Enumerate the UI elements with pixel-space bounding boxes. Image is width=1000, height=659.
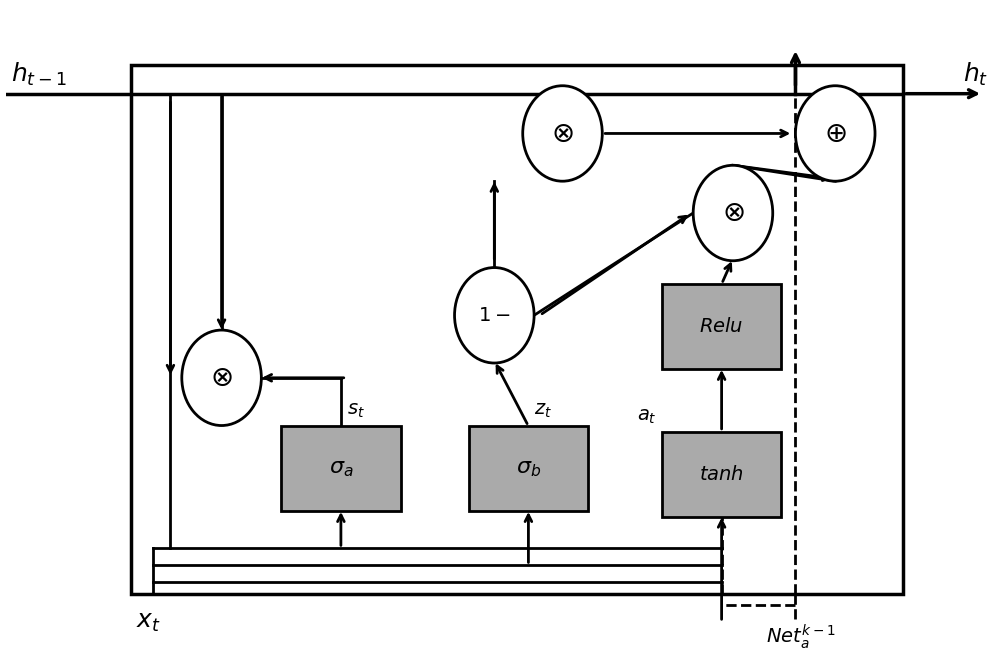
Text: $h_t$: $h_t$ [963, 61, 989, 88]
Text: $\otimes$: $\otimes$ [722, 199, 744, 227]
Text: $x_t$: $x_t$ [136, 611, 161, 634]
Ellipse shape [523, 86, 602, 181]
Text: $\sigma_b$: $\sigma_b$ [516, 459, 541, 478]
Text: $tanh$: $tanh$ [699, 465, 744, 484]
Ellipse shape [182, 330, 261, 426]
Ellipse shape [795, 86, 875, 181]
Text: $\otimes$: $\otimes$ [551, 119, 574, 148]
Text: $1-$: $1-$ [478, 306, 511, 325]
FancyBboxPatch shape [469, 426, 588, 511]
Text: $Net_a^{k-1}$: $Net_a^{k-1}$ [766, 622, 836, 650]
FancyBboxPatch shape [662, 432, 781, 517]
Text: $Relu$: $Relu$ [699, 317, 744, 336]
Text: $s_t$: $s_t$ [347, 402, 365, 420]
FancyBboxPatch shape [662, 284, 781, 369]
Text: $z_t$: $z_t$ [534, 402, 552, 420]
FancyBboxPatch shape [281, 426, 401, 511]
Text: $\sigma_a$: $\sigma_a$ [329, 459, 353, 478]
Ellipse shape [455, 268, 534, 363]
Ellipse shape [693, 165, 773, 261]
Text: $a_t$: $a_t$ [637, 408, 656, 426]
Text: $\oplus$: $\oplus$ [824, 119, 847, 148]
Text: $\otimes$: $\otimes$ [210, 364, 233, 392]
FancyBboxPatch shape [131, 65, 903, 594]
Text: $h_{t-1}$: $h_{t-1}$ [11, 61, 67, 88]
